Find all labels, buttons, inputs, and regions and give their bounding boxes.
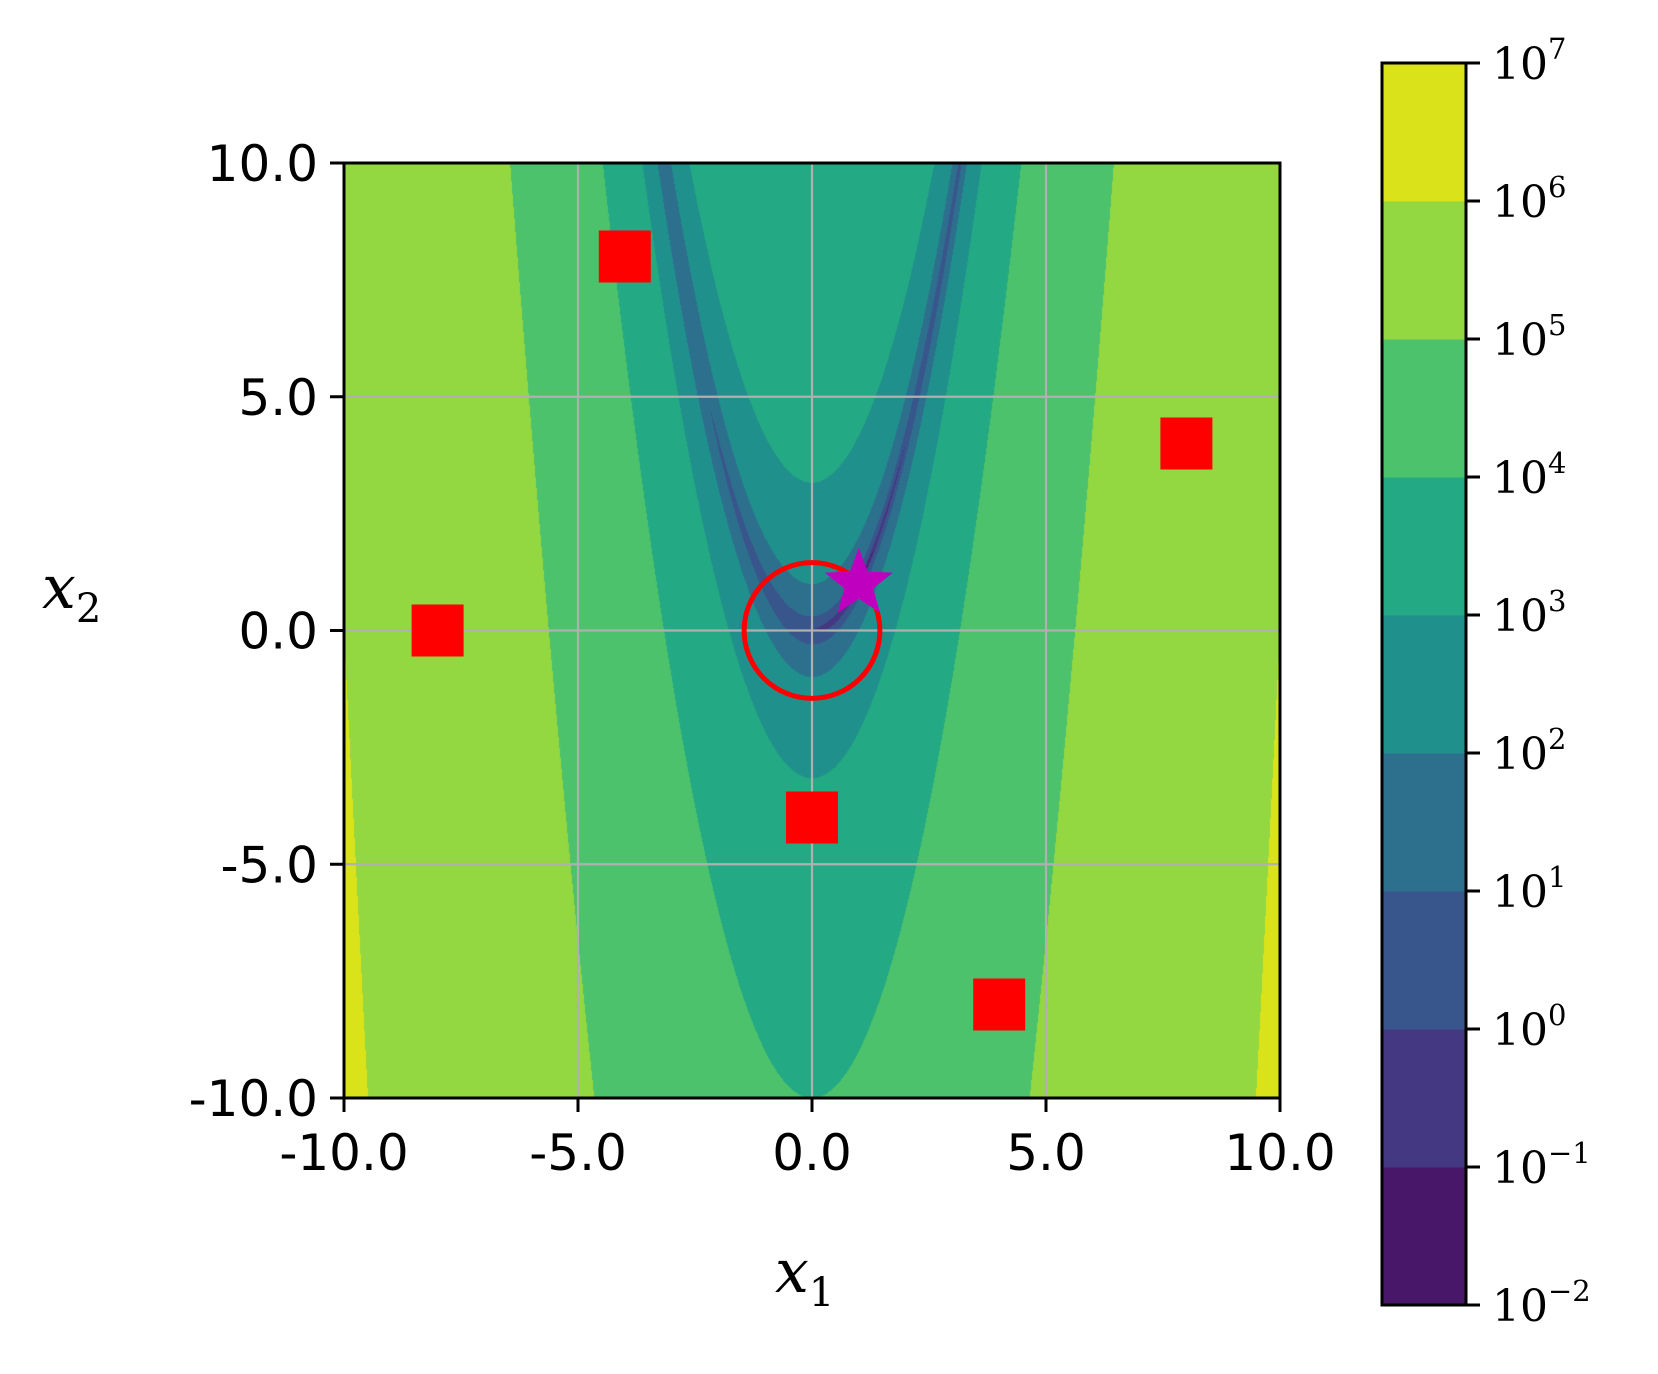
colorbar: 10−2 10−1 100 101 102 103 104 105 106 107 bbox=[1380, 32, 1591, 1332]
colorbar-tick-label: 105 bbox=[1492, 308, 1566, 366]
y-tick-label: -10.0 bbox=[189, 1070, 318, 1128]
colorbar-band bbox=[1382, 1167, 1466, 1306]
markers bbox=[411, 230, 1213, 1031]
colorbar-band bbox=[1382, 201, 1466, 340]
y-axis-ticks: -10.0 -5.0 0.0 5.0 10.0 bbox=[189, 135, 344, 1128]
x-tick-label: 0.0 bbox=[772, 1124, 852, 1182]
contour-plot: -10.0 -5.0 0.0 5.0 10.0 -10.0 -5.0 0.0 5.0 10.0 bbox=[189, 135, 1336, 1182]
colorbar-tick-label: 102 bbox=[1492, 722, 1566, 780]
y-tick-label: 5.0 bbox=[238, 369, 318, 427]
square-marker bbox=[1160, 417, 1213, 470]
x-tick-label: -10.0 bbox=[279, 1124, 408, 1182]
x-tick-label: 10.0 bbox=[1224, 1124, 1335, 1182]
x-axis-label: x1 bbox=[775, 1237, 834, 1316]
colorbar-band bbox=[1382, 753, 1466, 892]
colorbar-tick-label: 100 bbox=[1492, 998, 1566, 1056]
colorbar-tick-label: 104 bbox=[1492, 446, 1566, 504]
x-tick-label: 5.0 bbox=[1006, 1124, 1086, 1182]
colorbar-tick-label: 10−2 bbox=[1492, 1274, 1591, 1332]
square-marker bbox=[411, 604, 464, 657]
y-axis-label: x2 bbox=[42, 553, 101, 632]
colorbar-band bbox=[1382, 1029, 1466, 1168]
colorbar-tick-label: 10−1 bbox=[1492, 1136, 1591, 1194]
colorbar-band bbox=[1382, 477, 1466, 616]
x-axis-ticks: -10.0 -5.0 0.0 5.0 10.0 bbox=[279, 1098, 1336, 1182]
colorbar-tick-label: 107 bbox=[1492, 32, 1566, 90]
y-tick-label: -5.0 bbox=[220, 836, 318, 894]
grid bbox=[344, 163, 1280, 1098]
square-marker bbox=[786, 791, 838, 844]
colorbar-tick-label: 106 bbox=[1492, 170, 1566, 228]
square-marker bbox=[973, 978, 1026, 1031]
star-marker bbox=[824, 547, 893, 613]
x-tick-label: -5.0 bbox=[529, 1124, 627, 1182]
y-tick-label: 0.0 bbox=[238, 603, 318, 661]
colorbar-band bbox=[1382, 615, 1466, 754]
square-marker bbox=[598, 230, 651, 283]
colorbar-frame bbox=[1380, 61, 1468, 1307]
colorbar-tick-label: 103 bbox=[1492, 584, 1566, 642]
colorbar-tick-label: 101 bbox=[1492, 860, 1566, 918]
colorbar-band bbox=[1382, 63, 1466, 202]
colorbar-band bbox=[1382, 339, 1466, 478]
colorbar-band bbox=[1382, 891, 1466, 1030]
y-tick-label: 10.0 bbox=[207, 135, 318, 193]
circle-marker bbox=[741, 560, 883, 701]
